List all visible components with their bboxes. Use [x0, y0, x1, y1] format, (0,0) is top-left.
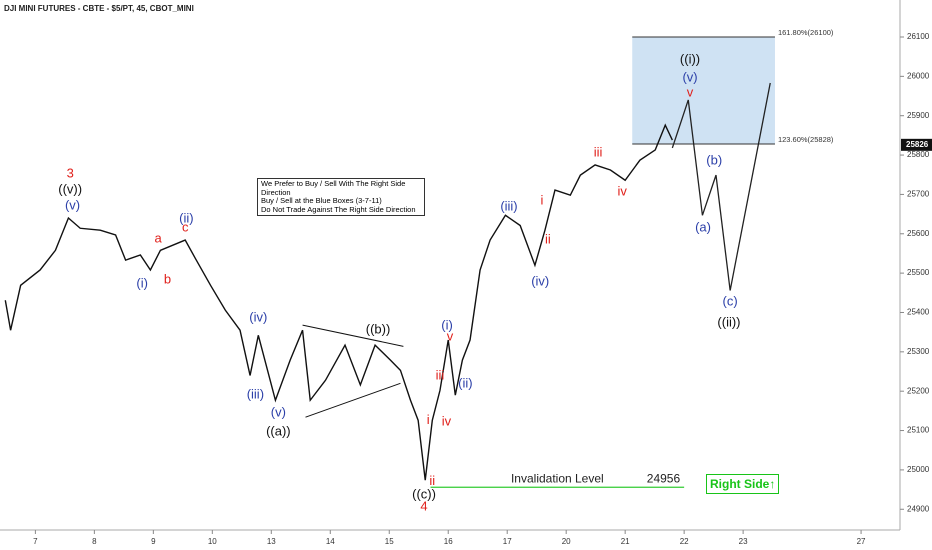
projection-line	[671, 82, 771, 291]
badge-text: Right Side	[710, 477, 770, 491]
x-tick-label: 13	[267, 537, 276, 546]
y-tick-label: 25400	[907, 308, 930, 317]
x-tick-label: 21	[621, 537, 630, 546]
wave-label: iii	[436, 368, 445, 383]
y-tick-label: 26100	[907, 32, 930, 41]
fib-label: 123.60%(25828)	[778, 135, 834, 144]
x-tick-label: 22	[680, 537, 689, 546]
wave-label: ((ii))	[717, 315, 740, 330]
y-tick-label: 25900	[907, 111, 930, 120]
x-tick-label: 17	[503, 537, 512, 546]
wave-label: ii	[545, 232, 551, 247]
y-tick-label: 25000	[907, 465, 930, 474]
trendline	[305, 382, 401, 418]
last-price-box	[901, 138, 932, 151]
wave-label: ((c))	[412, 487, 436, 502]
wave-label: (v)	[271, 405, 286, 420]
wave-label: b	[164, 272, 171, 287]
x-tick-label: 15	[385, 537, 394, 546]
wave-label: (i)	[441, 318, 453, 333]
y-tick-label: 25200	[907, 386, 930, 395]
note-line: Do Not Trade Against The Right Side Dire…	[261, 204, 416, 214]
wave-label: c	[182, 220, 189, 235]
y-tick-label: 24900	[907, 504, 930, 513]
chart-title: DJI MINI FUTURES - CBTE - $5/PT, 45, CBO…	[4, 4, 194, 13]
wave-label: (i)	[136, 276, 148, 291]
fib-label: 161.80%(26100)	[778, 28, 834, 37]
wave-label: (iii)	[247, 387, 264, 402]
x-tick-label: 20	[562, 537, 571, 546]
y-tick-label: 25600	[907, 229, 930, 238]
wave-label: i	[427, 412, 430, 427]
note-line: We Prefer to Buy / Sell With The Right S…	[261, 179, 406, 197]
wave-label: iii	[594, 145, 603, 160]
wave-label: (iv)	[531, 274, 549, 289]
y-tick-label: 25700	[907, 190, 930, 199]
x-tick-label: 23	[739, 537, 748, 546]
x-tick-label: 7	[33, 537, 38, 546]
last-price-label: 25826	[906, 140, 929, 149]
x-tick-label: 8	[92, 537, 97, 546]
x-tick-label: 10	[208, 537, 217, 546]
wave-label: a	[154, 231, 162, 246]
invalidation-value: 24956	[647, 471, 681, 485]
y-tick-label: 25800	[907, 150, 930, 159]
invalidation-label: Invalidation Level	[511, 471, 604, 485]
wave-label: (iii)	[500, 198, 517, 213]
wave-label: (b)	[706, 152, 722, 167]
x-tick-label: 14	[326, 537, 335, 546]
wave-label: ((a))	[266, 424, 291, 439]
wave-label: ii	[429, 473, 435, 488]
wave-label: 3	[67, 165, 74, 180]
wave-label: iv	[618, 183, 628, 198]
wave-label: (iv)	[249, 309, 267, 324]
wave-label: (ii)	[458, 376, 472, 391]
wave-label: ((v))	[58, 182, 82, 197]
trendline	[302, 324, 404, 347]
wave-label: v	[687, 84, 694, 99]
wave-label: ((i))	[680, 51, 700, 66]
y-tick-label: 26000	[907, 71, 930, 80]
wave-label: v	[447, 329, 454, 344]
wave-label: i	[541, 193, 544, 208]
target-zone	[632, 36, 775, 145]
y-tick-label: 25300	[907, 347, 930, 356]
wave-label: 4	[420, 499, 427, 514]
wave-label: (c)	[723, 294, 738, 309]
y-tick-label: 25500	[907, 268, 930, 277]
note-line: Buy / Sell at the Blue Boxes (3-7-11)	[261, 196, 382, 205]
wave-label: (v)	[682, 69, 697, 84]
wave-label: iv	[442, 414, 452, 429]
wave-label: (a)	[695, 220, 711, 235]
wave-label: ((b))	[366, 322, 391, 337]
x-tick-label: 16	[444, 537, 453, 546]
wave-label: (v)	[65, 198, 80, 213]
wave-label: (ii)	[179, 211, 193, 226]
note-box: We Prefer to Buy / Sell With The Right S…	[257, 178, 425, 216]
x-tick-label: 27	[857, 537, 866, 546]
y-tick-label: 25100	[907, 426, 930, 435]
price-line	[4, 123, 673, 481]
right-side-badge: Right Side↑	[706, 474, 780, 494]
x-tick-label: 9	[151, 537, 156, 546]
